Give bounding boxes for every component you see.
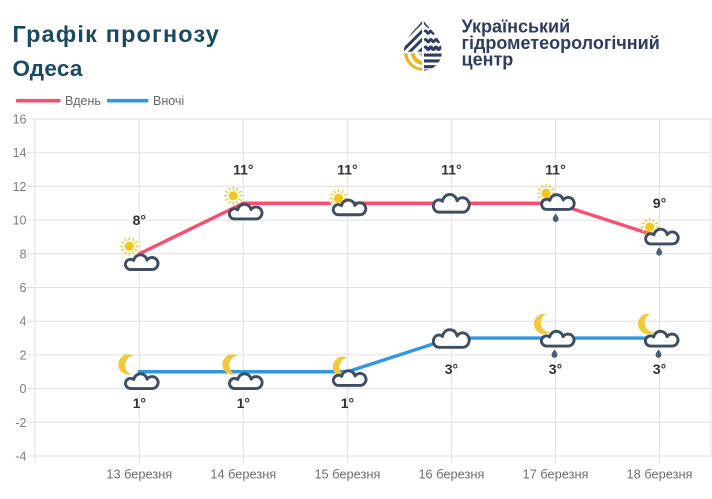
svg-text:Вдень: Вдень [65, 94, 101, 108]
svg-text:14: 14 [13, 146, 27, 160]
svg-text:10: 10 [13, 214, 27, 228]
svg-text:16: 16 [13, 113, 27, 127]
svg-text:-4: -4 [15, 450, 26, 464]
svg-text:Вночі: Вночі [153, 94, 184, 108]
svg-text:12: 12 [13, 180, 27, 194]
svg-text:3°: 3° [653, 361, 666, 377]
svg-text:3°: 3° [445, 361, 458, 377]
svg-text:11°: 11° [441, 161, 461, 177]
svg-text:0: 0 [20, 382, 27, 396]
svg-text:15 березня: 15 березня [314, 467, 380, 482]
svg-text:8: 8 [20, 247, 27, 261]
svg-text:11°: 11° [545, 161, 565, 177]
svg-text:3°: 3° [549, 361, 562, 377]
svg-text:9°: 9° [653, 195, 666, 211]
svg-text:1°: 1° [237, 395, 250, 411]
svg-text:Український: Український [462, 16, 571, 36]
svg-text:гідрометеорологічний: гідрометеорологічний [462, 33, 660, 53]
svg-text:центр: центр [462, 49, 514, 69]
svg-text:2: 2 [20, 348, 27, 362]
svg-text:16 березня: 16 березня [418, 467, 484, 482]
svg-text:18 березня: 18 березня [627, 467, 693, 482]
svg-text:11°: 11° [337, 161, 357, 177]
svg-text:13 березня: 13 березня [106, 467, 172, 482]
svg-text:4: 4 [20, 315, 27, 329]
svg-text:1°: 1° [341, 395, 354, 411]
svg-text:17 березня: 17 березня [523, 467, 589, 482]
svg-text:8°: 8° [133, 212, 146, 228]
svg-text:Графік прогнозу: Графік прогнозу [13, 21, 220, 47]
svg-text:1°: 1° [133, 395, 146, 411]
svg-text:6: 6 [20, 281, 27, 295]
svg-text:14 березня: 14 березня [210, 467, 276, 482]
svg-text:11°: 11° [233, 161, 253, 177]
svg-text:-2: -2 [15, 416, 26, 430]
svg-text:Одеса: Одеса [13, 56, 83, 81]
